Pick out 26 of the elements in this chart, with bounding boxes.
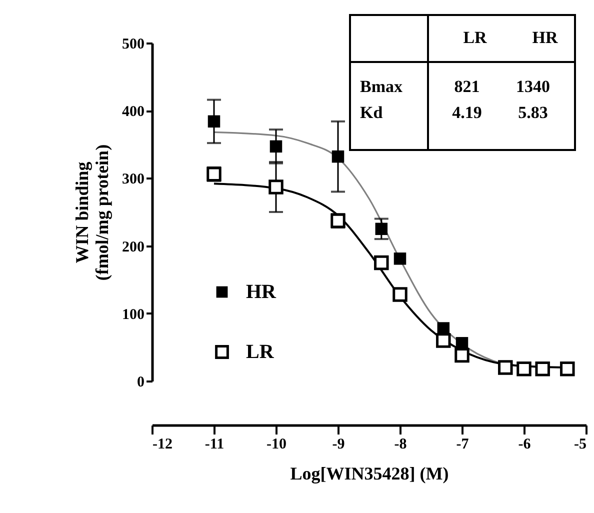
x-tick-label: -12 [152,436,172,452]
y-tick-label: 0 [137,374,144,390]
x-tick-label: -6 [518,436,532,452]
annotation: LR [463,28,488,47]
y-tick-label: 200 [122,239,144,256]
x-tick-label: -5 [574,436,586,452]
x-tick-label: -7 [456,436,470,452]
annotation: Bmax [360,77,403,96]
x-tick-label: -8 [394,436,407,452]
annotation: 4.19 [452,103,482,122]
x-axis-title: Log[WIN35428] (M) [290,464,449,484]
y-tick-label: 300 [122,172,144,188]
y-tick-label: 500 [122,36,144,52]
annotation: Kd [360,103,384,122]
legend-label: HR [246,281,277,303]
annotation: 1340 [516,77,550,96]
annotation: 821 [454,77,480,96]
legend-label: LR [246,341,274,363]
x-tick-label: -10 [266,436,286,452]
annotation: 5.83 [518,103,548,122]
y-axis-title: WIN binding (fmol/mg protein) [72,144,112,281]
x-tick-label: -9 [332,436,345,452]
y-tick-label: 400 [122,104,144,120]
x-tick-label: -11 [204,436,224,452]
annotation: HR [532,28,558,47]
y-tick-label: 100 [122,306,144,323]
